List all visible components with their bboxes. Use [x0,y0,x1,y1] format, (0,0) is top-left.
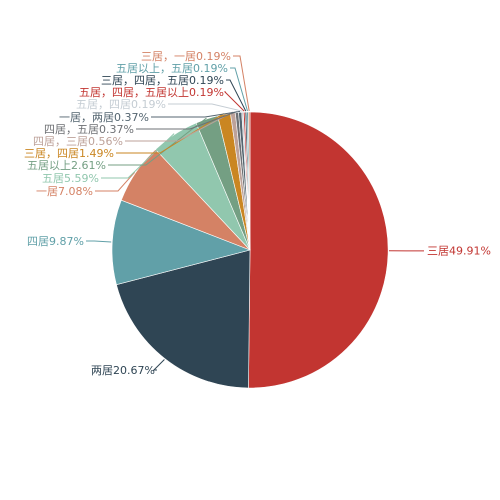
leader-line-13 [230,67,248,112]
leader-line-11 [223,91,245,112]
slice-label-7: 四居，三居0.56% [33,135,123,148]
slice-label-10: 五居，四居0.19% [76,98,166,111]
slice-label-14: 三居，一居0.19% [141,50,231,63]
pie-slice-2 [111,199,251,286]
leader-line-4 [101,133,175,179]
leader-line-7 [125,111,233,142]
leader-line-8 [136,111,237,130]
leader-line-10 [168,103,243,112]
slice-label-13: 五居以上，五居0.19% [116,62,228,75]
slice-label-2: 四居9.87% [27,235,84,248]
pie-slice-14 [248,111,251,251]
slice-label-12: 三居，四居，五居0.19% [101,74,224,87]
slice-label-5: 五居以上2.61% [27,159,106,172]
leader-line-14 [233,55,250,112]
pie-slice-0 [248,111,389,389]
leader-line-1 [152,359,165,371]
leader-line-9 [151,110,241,118]
leader-line-6 [116,113,225,154]
slice-label-9: 一居，两居0.37% [59,111,149,124]
slice-label-6: 三居，四居1.49% [24,147,114,160]
leader-line-12 [226,79,247,112]
leader-line-2 [86,240,112,243]
leader-line-5 [108,117,207,166]
slice-label-8: 四居，五居0.37% [44,123,134,136]
slice-label-1: 两居20.67% [91,364,155,377]
slice-label-11: 五居，四居，五居以上0.19% [79,86,224,99]
pie-slice-1 [116,249,251,389]
leader-line-3 [95,171,136,192]
slice-label-3: 一居7.08% [36,185,93,198]
slice-label-4: 五居5.59% [42,172,99,185]
slice-label-0: 三居49.91% [427,245,491,258]
